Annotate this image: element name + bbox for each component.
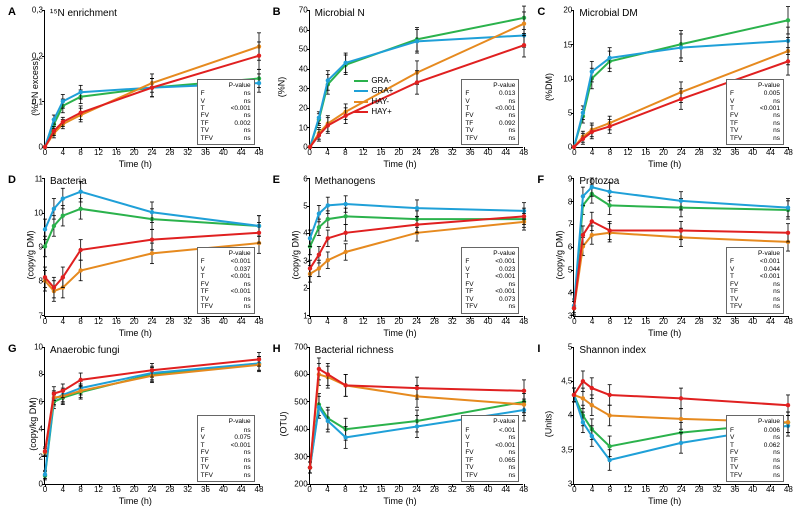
y-axis-label: (copy/g DM) — [555, 231, 565, 280]
plot-area: 33,544,5504812162024283236404448P-valueF… — [573, 347, 788, 485]
y-axis-label: (Units) — [544, 411, 554, 438]
y-axis-label: (%DM) — [544, 73, 554, 101]
panel-letter: A — [8, 6, 16, 18]
panel-letter: E — [273, 174, 280, 186]
x-axis-label: Time (h) — [119, 328, 152, 338]
plot-area: 0510152004812162024283236404448P-valueF0… — [573, 10, 788, 148]
panel-letter: F — [537, 174, 544, 186]
pvalue-box: P-valueF0.006VnsT0.062FVnsTFnsTVnsTFVns — [726, 415, 784, 482]
panel-letter: D — [8, 174, 16, 186]
y-axis-label: (%N) — [276, 77, 286, 98]
plot-area: 01020304050607004812162024283236404448P-… — [309, 10, 524, 148]
pvalue-box: P-valueFnsV0.075T<0.001FVnsTFnsTVnsTFVns — [197, 415, 255, 482]
panel-F: FProtozoa(copy/g DM)Time (h)345678904812… — [533, 172, 796, 338]
pvalue-box: P-valueF<0.001V0.044T<0.001FVnsTFnsTVnsT… — [726, 247, 784, 314]
y-axis-label: (OTU) — [278, 411, 288, 436]
pvalue-box: P-valueF<0.001V0.023T<0.001FVnsTF<0.001T… — [461, 247, 519, 314]
y-axis-label: (copy/kg DM) — [28, 397, 38, 451]
y-axis-label: (%¹⁵N excess) — [30, 58, 40, 116]
pvalue-box: P-valueFnsVnsT<0.001FVnsTF0.002TVnsTFVns — [197, 79, 255, 146]
panel-G: GAnaerobic fungi(copy/kg DM)Time (h)0246… — [4, 341, 267, 507]
panel-letter: C — [537, 6, 545, 18]
x-axis-label: Time (h) — [383, 328, 416, 338]
series-legend: GRA-GRA+HAY-HAY+ — [354, 76, 393, 118]
x-axis-label: Time (h) — [383, 159, 416, 169]
panel-A: A¹⁵N enrichment(%¹⁵N excess)Time (h)00,1… — [4, 4, 267, 170]
plot-area: 789101104812162024283236404448P-valueF<0… — [44, 178, 259, 316]
y-axis-label: (copy/g DM) — [290, 231, 300, 280]
x-axis-label: Time (h) — [119, 496, 152, 506]
x-axis-label: Time (h) — [119, 159, 152, 169]
y-axis-label: (copy/g DM) — [26, 231, 36, 280]
panel-H: HBacterial richness(OTU)Time (h)20030040… — [269, 341, 532, 507]
panel-B: BMicrobial N(%N)Time (h)0102030405060700… — [269, 4, 532, 170]
panel-E: EMethanogens(copy/g DM)Time (h)123456048… — [269, 172, 532, 338]
legend-item: GRA- — [354, 76, 393, 86]
x-axis-label: Time (h) — [648, 328, 681, 338]
panel-letter: H — [273, 343, 281, 355]
legend-item: HAY- — [354, 97, 393, 107]
plot-area: 12345604812162024283236404448P-valueF<0.… — [309, 178, 524, 316]
x-axis-label: Time (h) — [383, 496, 416, 506]
figure-grid: A¹⁵N enrichment(%¹⁵N excess)Time (h)00,1… — [0, 0, 800, 511]
x-axis-label: Time (h) — [648, 496, 681, 506]
x-axis-label: Time (h) — [648, 159, 681, 169]
plot-area: 024681004812162024283236404448P-valueFns… — [44, 347, 259, 485]
pvalue-box: P-valueF0.013VnsT<0.001FVnsTF0.092TVnsTF… — [461, 79, 519, 146]
legend-item: GRA+ — [354, 86, 393, 96]
panel-letter: B — [273, 6, 281, 18]
plot-area: 2003004005006007000481216202428323640444… — [309, 347, 524, 485]
panel-I: IShannon index(Units)Time (h)33,544,5504… — [533, 341, 796, 507]
panel-letter: I — [537, 343, 540, 355]
panel-D: DBacteria(copy/g DM)Time (h)789101104812… — [4, 172, 267, 338]
pvalue-box: P-valueF<.001VnsT<0.001FVnsTF0.065TVnsTF… — [461, 415, 519, 482]
pvalue-box: P-valueF0.005VnsT<0.001FVnsTFnsTVnsTFVns — [726, 79, 784, 146]
pvalue-box: P-valueF<0.001V0.037T<0.001FVnsTF<0.001T… — [197, 247, 255, 314]
panel-letter: G — [8, 343, 17, 355]
panel-C: CMicrobial DM(%DM)Time (h)05101520048121… — [533, 4, 796, 170]
legend-item: HAY+ — [354, 107, 393, 117]
plot-area: 00,10,20,304812162024283236404448P-value… — [44, 10, 259, 148]
plot-area: 345678904812162024283236404448P-valueF<0… — [573, 178, 788, 316]
